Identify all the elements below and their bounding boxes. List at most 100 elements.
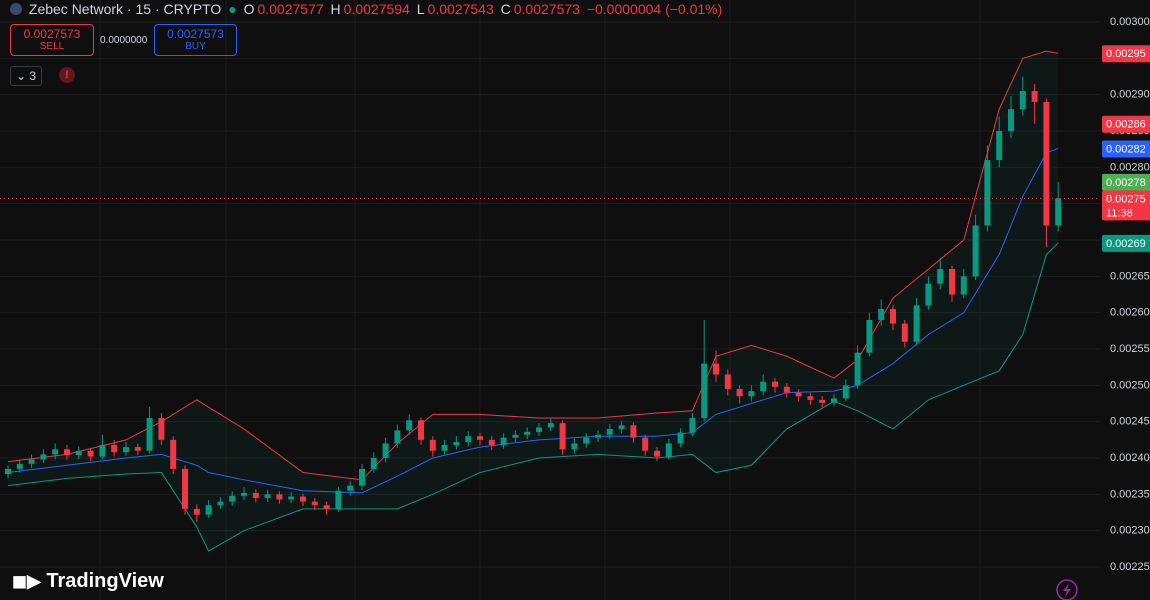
candle-body: [854, 352, 861, 386]
y-tick-label: 0.00225: [1110, 561, 1150, 573]
candle-body: [75, 450, 82, 456]
candle-body: [807, 396, 814, 400]
candle-body: [87, 450, 94, 457]
candle-body: [795, 392, 802, 397]
status-dot: ●: [228, 1, 237, 17]
band-lower: [7, 242, 1059, 552]
candle-body: [229, 495, 236, 502]
candle-body: [583, 437, 590, 444]
candle-body: [323, 505, 330, 509]
alert-icon[interactable]: [1056, 579, 1078, 600]
candle-body: [252, 492, 259, 498]
candle-body: [1008, 109, 1014, 132]
candle-body: [972, 225, 979, 277]
band-upper: [7, 50, 1059, 481]
price-label-box: [1102, 115, 1150, 133]
spread: 0.0000000: [100, 35, 148, 46]
candle-body: [571, 443, 578, 450]
candle-body: [1031, 91, 1038, 102]
candle-body: [134, 447, 141, 451]
candle-body: [99, 444, 106, 457]
y-tick-label: 0.00260: [1110, 307, 1150, 319]
price-label-box: [1102, 190, 1150, 221]
price-label: 0.00278: [1106, 177, 1146, 189]
y-tick-label: 0.00240: [1110, 452, 1150, 464]
logo-mark: ◼▶: [12, 571, 41, 591]
candle-body: [547, 423, 554, 428]
candle-body: [406, 420, 413, 431]
sell-price: 0.0027573: [23, 27, 81, 41]
candle-body: [28, 459, 35, 464]
candle-body: [512, 434, 519, 438]
candle-body: [418, 420, 424, 440]
candle-body: [111, 444, 118, 453]
y-tick-label: 0.00280: [1110, 161, 1150, 173]
countdown: 11:38: [1106, 207, 1133, 219]
candle-body: [595, 434, 601, 438]
indicator-count: 3: [29, 69, 37, 83]
sell-label: SELL: [39, 41, 65, 52]
header: Zebec Network · 15 · CRYPTO ● O 0.0027577…: [10, 1, 725, 17]
candle-body: [949, 269, 955, 295]
candle-body: [642, 437, 649, 451]
l-value: 0.0027543: [427, 1, 494, 17]
candle-body: [170, 439, 177, 469]
candle-body: [901, 323, 908, 342]
o-label: O: [243, 1, 255, 17]
candle-body: [913, 305, 920, 342]
candle-body: [382, 443, 389, 459]
candle-body: [654, 450, 660, 457]
candle-body: [217, 501, 224, 506]
candle-body: [536, 427, 542, 432]
price-label: 0.00282: [1106, 143, 1146, 155]
candle-body: [146, 418, 153, 451]
candle-body: [264, 494, 271, 498]
candle-body: [311, 501, 318, 506]
indicators-toggle[interactable]: ⌄ 3: [10, 66, 42, 86]
candle-body: [701, 363, 708, 419]
candle-body: [748, 391, 755, 397]
candle-body: [500, 437, 507, 445]
candle-body: [276, 494, 283, 500]
buy-button[interactable]: 0.0027573 BUY: [154, 24, 237, 56]
candle-body: [488, 439, 495, 445]
sell-button[interactable]: 0.0027573 SELL: [10, 24, 94, 56]
error-icon[interactable]: !: [59, 67, 75, 83]
change: −0.0000004 (−0.01%): [586, 1, 723, 17]
candle-body: [182, 468, 188, 509]
candle-body: [335, 490, 342, 509]
candle-body: [984, 160, 991, 226]
band-fill: [8, 51, 1059, 552]
y-tick-label: 0.00255: [1110, 343, 1150, 355]
candle-body: [772, 381, 778, 387]
candle-body: [16, 463, 23, 469]
candle-body: [783, 386, 790, 393]
c-value: 0.0027573: [513, 1, 580, 17]
lightning: [1063, 583, 1071, 597]
candle-body: [866, 319, 873, 353]
candle-body: [937, 269, 944, 284]
candle-body: [524, 431, 531, 435]
candle-body: [477, 436, 483, 440]
price-label: 0.00269: [1106, 238, 1146, 250]
candle-body: [878, 309, 885, 320]
y-tick-label: 0.00300: [1110, 16, 1150, 28]
price-label: 0.00275: [1106, 193, 1146, 205]
logo-text: TradingView: [46, 570, 164, 592]
candle-body: [241, 492, 247, 496]
price-label-box: [1102, 140, 1150, 158]
price-label: 0.00286: [1106, 119, 1146, 131]
candle-body: [996, 131, 1003, 161]
candle-body: [736, 388, 743, 397]
buy-label: BUY: [185, 41, 206, 52]
candle-body: [441, 444, 448, 451]
candle-body: [890, 309, 896, 324]
candle-body: [1019, 91, 1026, 110]
symbol: Zebec Network · 15 · CRYPTO: [28, 1, 222, 17]
candle-body: [724, 374, 731, 389]
candle-body: [1043, 101, 1050, 226]
candle-body: [158, 418, 165, 440]
y-tick-label: 0.00245: [1110, 416, 1150, 428]
y-tick-label: 0.00230: [1110, 525, 1150, 537]
